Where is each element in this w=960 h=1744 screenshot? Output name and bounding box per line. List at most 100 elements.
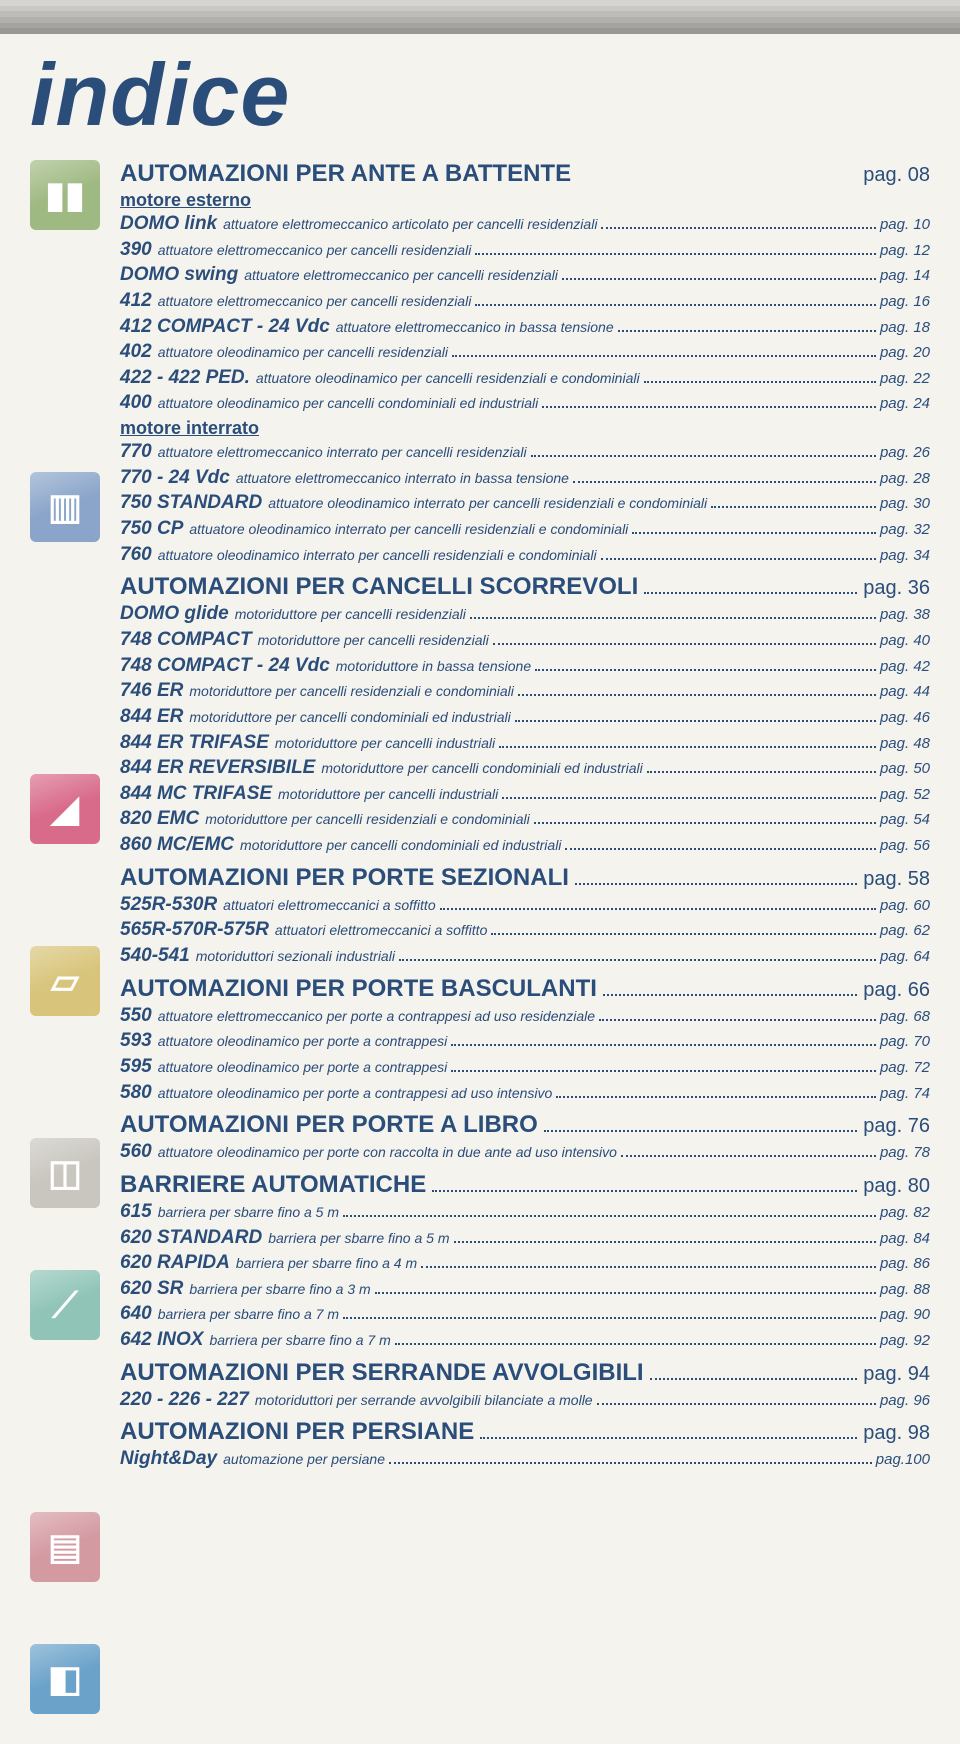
entry-pageref: pag. 72 (880, 1058, 930, 1078)
entry-desc: attuatore oleodinamico interrato per can… (189, 520, 628, 539)
leader-dots (601, 227, 876, 229)
toc-entry: 770attuatore elettromeccanico interrato … (120, 439, 930, 465)
section-pageref: pag. 76 (863, 1115, 930, 1138)
entry-pageref: pag. 32 (880, 520, 930, 540)
entry-pageref: pag. 64 (880, 947, 930, 967)
leader-dots (542, 406, 876, 408)
entry-pageref: pag. 28 (880, 469, 930, 489)
leader-dots (499, 746, 876, 748)
toc-entry: DOMO linkattuatore elettromeccanico arti… (120, 211, 930, 237)
leader-dots (452, 355, 876, 357)
entry-model: 748 COMPACT - 24 Vdc (120, 653, 330, 679)
entry-model: 860 MC/EMC (120, 832, 234, 858)
entry-pageref: pag. 18 (880, 318, 930, 338)
toc-entry: 220 - 226 - 227motoriduttori per serrand… (120, 1387, 930, 1413)
entry-desc: attuatore elettromeccanico articolato pe… (223, 215, 597, 234)
entry-pageref: pag. 90 (880, 1305, 930, 1325)
entry-pageref: pag. 46 (880, 708, 930, 728)
page-title: indice (0, 34, 960, 146)
entry-desc: attuatore oleodinamico per porte a contr… (158, 1058, 448, 1077)
leader-dots (603, 994, 857, 996)
entry-model: 844 ER (120, 704, 183, 730)
entry-pageref: pag. 34 (880, 546, 930, 566)
entry-desc: attuatore elettromeccanico per porte a c… (158, 1007, 595, 1026)
entry-desc: motoriduttore per cancelli residenziali … (189, 682, 514, 701)
leader-dots (440, 908, 876, 910)
section-title-text: AUTOMAZIONI PER PERSIANE (120, 1418, 474, 1446)
toc-entry: 422 - 422 PED.attuatore oleodinamico per… (120, 365, 930, 391)
leader-dots (599, 1019, 876, 1021)
entry-desc: motoriduttore per cancelli residenziali (235, 605, 466, 624)
section-pageref: pag. 66 (863, 979, 930, 1002)
leader-dots (454, 1241, 876, 1243)
section-title-text: AUTOMAZIONI PER CANCELLI SCORREVOLI (120, 573, 638, 601)
leader-dots (491, 933, 876, 935)
section-title: BARRIERE AUTOMATICHEpag. 80 (120, 1171, 930, 1199)
entry-desc: attuatore elettromeccanico per cancelli … (158, 292, 472, 311)
entry-pageref: pag. 26 (880, 443, 930, 463)
entry-desc: barriera per sbarre fino a 3 m (189, 1280, 370, 1299)
toc-entry: 844 ER TRIFASEmotoriduttore per cancelli… (120, 730, 930, 756)
toc-entry: 580attuatore oleodinamico per porte a co… (120, 1080, 930, 1106)
entry-desc: attuatore elettromeccanico per cancelli … (158, 241, 472, 260)
leader-dots (480, 1437, 857, 1439)
leader-dots (451, 1070, 876, 1072)
entry-desc: attuatori elettromeccanici a soffitto (223, 896, 435, 915)
entry-pageref: pag.100 (876, 1450, 930, 1470)
entry-pageref: pag. 60 (880, 896, 930, 916)
entry-pageref: pag. 74 (880, 1084, 930, 1104)
toc-entry: 820 EMCmotoriduttore per cancelli reside… (120, 806, 930, 832)
entry-desc: motoriduttore in bassa tensione (336, 657, 531, 676)
leader-dots (573, 481, 876, 483)
entry-desc: attuatore oleodinamico per cancelli cond… (158, 394, 539, 413)
entry-model: DOMO swing (120, 262, 238, 288)
entry-desc: attuatore oleodinamico per porte a contr… (158, 1032, 448, 1051)
stripe (0, 28, 960, 34)
section-title-text: AUTOMAZIONI PER PORTE SEZIONALI (120, 864, 569, 892)
leader-dots (399, 959, 876, 961)
toc-entry: 770 - 24 Vdcattuatore elettromeccanico i… (120, 465, 930, 491)
entry-desc: attuatore elettromeccanico per cancelli … (244, 266, 558, 285)
entry-pageref: pag. 56 (880, 836, 930, 856)
entry-model: 620 STANDARD (120, 1225, 262, 1251)
leader-dots (389, 1462, 872, 1464)
leader-dots (644, 592, 857, 594)
leader-dots (711, 506, 876, 508)
entry-pageref: pag. 84 (880, 1229, 930, 1249)
entry-desc: attuatore oleodinamico interrato per can… (158, 546, 597, 565)
entry-desc: attuatore oleodinamico per porte con rac… (158, 1143, 617, 1162)
entry-pageref: pag. 48 (880, 734, 930, 754)
entry-model: 400 (120, 390, 152, 416)
subheading: motore esterno (120, 190, 930, 211)
leader-dots (556, 1096, 876, 1098)
overhead-icon: ▱ (30, 946, 100, 1016)
entry-desc: motoriduttori sezionali industriali (196, 947, 395, 966)
entry-model: 595 (120, 1054, 152, 1080)
entry-desc: barriera per sbarre fino a 5 m (268, 1229, 449, 1248)
entry-pageref: pag. 82 (880, 1203, 930, 1223)
leader-dots (375, 1292, 876, 1294)
section-title-text: BARRIERE AUTOMATICHE (120, 1171, 426, 1199)
toc-entry: DOMO glidemotoriduttore per cancelli res… (120, 601, 930, 627)
entry-pageref: pag. 68 (880, 1007, 930, 1027)
entry-model: 620 RAPIDA (120, 1250, 230, 1276)
entry-model: 390 (120, 237, 152, 263)
leader-dots (470, 617, 876, 619)
section-pageref: pag. 36 (863, 577, 930, 600)
entry-desc: motoriduttore per cancelli residenziali … (205, 810, 530, 829)
leader-dots (343, 1215, 876, 1217)
section-title-text: AUTOMAZIONI PER ANTE A BATTENTE (120, 160, 571, 188)
leader-dots (395, 1343, 876, 1345)
entry-desc: motoriduttore per cancelli industriali (278, 785, 498, 804)
toc-entry: 525R-530Rattuatori elettromeccanici a so… (120, 892, 930, 918)
leader-dots (621, 1155, 876, 1157)
leader-dots (493, 643, 876, 645)
toc-entry: 748 COMPACTmotoriduttore per cancelli re… (120, 627, 930, 653)
entry-desc: motoriduttore per cancelli industriali (275, 734, 495, 753)
toc-entry: 615barriera per sbarre fino a 5 mpag. 82 (120, 1199, 930, 1225)
toc-entry: DOMO swing attuatore elettromeccanico per… (120, 262, 930, 288)
entry-pageref: pag. 20 (880, 343, 930, 363)
leader-dots (644, 381, 876, 383)
toc-entry: 750 CPattuatore oleodinamico interrato p… (120, 516, 930, 542)
leader-dots (544, 1130, 857, 1132)
